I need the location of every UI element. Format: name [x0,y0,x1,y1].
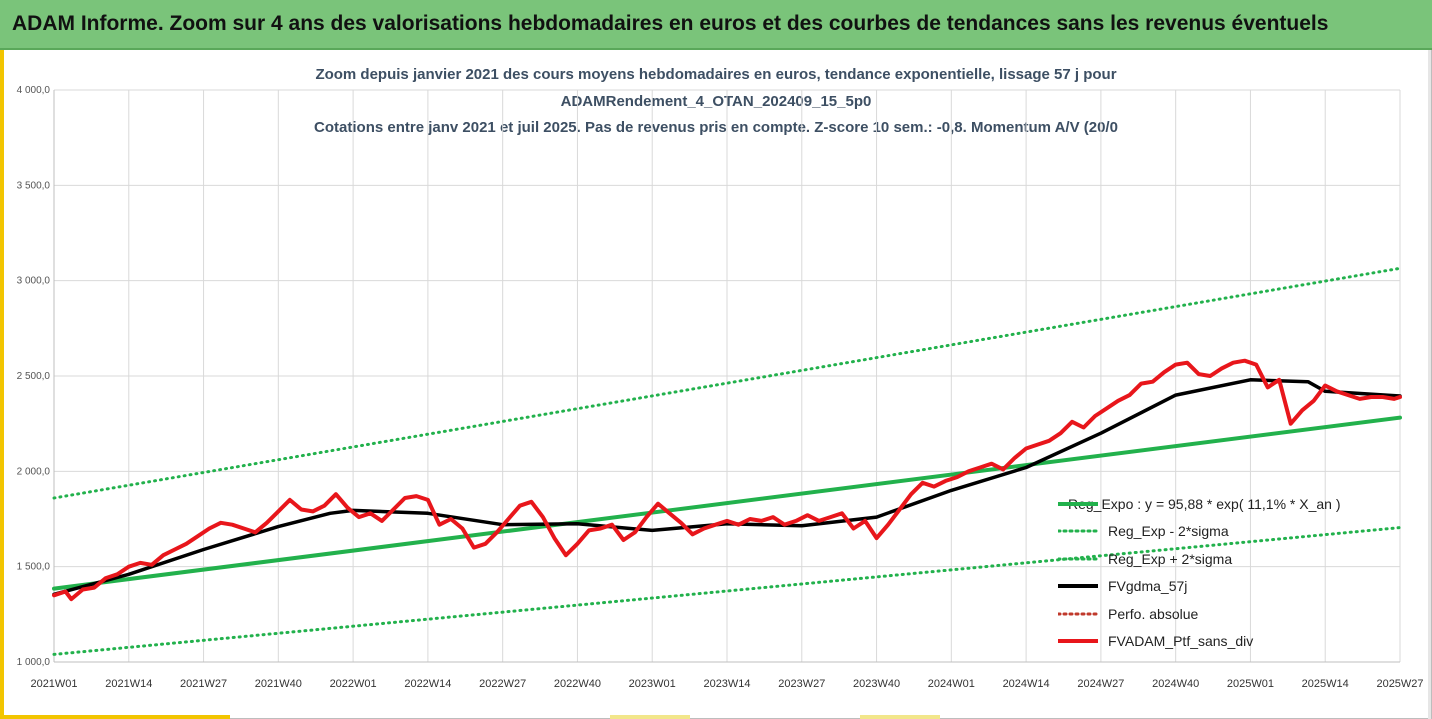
x-tick-label: 2025W27 [1376,678,1423,690]
legend-swatch-fvgdma [1058,581,1098,591]
report-header: ADAM Informe. Zoom sur 4 ans des valoris… [0,0,1432,50]
chart-title-line-3: Cotations entre janv 2021 et juil 2025. … [314,119,1118,136]
y-tick-label: 4 000,0 [17,85,51,96]
legend-item-fvgdma: FVgdma_57j [1058,573,1338,601]
series-line-reg-expo-y-95-88-exp-11-1-x-an [52,415,1402,591]
y-tick-label: 2 500,0 [17,371,51,382]
y-tick-label: 3 000,0 [17,276,51,287]
series-layer [52,266,1402,656]
left-accent-bar [0,50,4,719]
bottom-accent-bar-2 [610,715,690,719]
legend-swatch-fvadam [1058,636,1098,646]
x-tick-label: 2024W01 [928,678,975,690]
series-line-reg-exp-2-sigma [52,526,1402,656]
x-tick-label: 2023W14 [703,678,750,690]
legend-label-perfo-absolue: Perfo. absolue [1108,605,1199,622]
x-tick-label: 2021W01 [30,678,77,690]
legend-label-fvadam: FVADAM_Ptf_sans_div [1108,633,1254,650]
right-accent-bar [1428,50,1431,719]
x-tick-label: 2021W14 [105,678,152,690]
x-tick-label: 2024W40 [1152,678,1199,690]
legend-item-reg-exp-plus: Reg_Exp + 2*sigma [1058,545,1338,573]
x-tick-label: 2022W40 [554,678,601,690]
axis-layer: 1 000,0 1 500,0 2 000,0 2 500,0 3 000,0 3 500… [17,85,1424,690]
legend-item-reg-expo: Reg_Expo : y = 95,88 * exp( 11,1% * X_an… [1058,490,1341,518]
legend-item-perfo-absolue: Perfo. absolue [1058,600,1338,628]
x-tick-label: 2024W27 [1077,678,1124,690]
legend-label-reg-expo: Reg_Expo : y = 95,88 * exp( 11,1% * X_an… [1068,495,1341,512]
x-tick-label: 2025W01 [1227,678,1274,690]
report-title: ADAM Informe. Zoom sur 4 ans des valoris… [12,12,1329,35]
chart-legend: Reg_Expo : y = 95,88 * exp( 11,1% * X_an… [1058,490,1341,656]
x-tick-label: 2025W14 [1302,678,1349,690]
series-line-fvgdma-57j [52,378,1402,597]
y-tick-label: 1 500,0 [17,562,51,573]
y-tick-label: 3 500,0 [17,180,51,191]
legend-swatch-reg-exp-plus [1058,554,1098,564]
series-line-fvadam-ptf-sans-div [52,358,1402,602]
x-tick-label: 2024W14 [1003,678,1050,690]
legend-item-reg-exp-minus: Reg_Exp - 2*sigma [1058,518,1338,546]
y-tick-label: 1 000,0 [17,657,51,668]
x-tick-label: 2023W27 [778,678,825,690]
legend-swatch-perfo-absolue [1058,609,1098,619]
x-tick-label: 2023W01 [629,678,676,690]
x-tick-label: 2021W40 [255,678,302,690]
x-tick-label: 2023W40 [853,678,900,690]
x-tick-label: 2021W27 [180,678,227,690]
x-tick-label: 2022W27 [479,678,526,690]
legend-item-fvadam: FVADAM_Ptf_sans_div [1058,628,1338,656]
legend-swatch-reg-exp-minus [1058,526,1098,536]
bottom-accent-bar [0,715,230,719]
chart-title-line-2: ADAMRendement_4_OTAN_202409_15_5p0 [560,93,872,110]
chart-title-line-1: Zoom depuis janvier 2021 des cours moyen… [315,66,1117,83]
x-tick-label: 2022W01 [330,678,377,690]
x-tick-label: 2022W14 [404,678,451,690]
legend-label-fvgdma: FVgdma_57j [1108,578,1188,595]
legend-label-reg-exp-minus: Reg_Exp - 2*sigma [1108,523,1229,540]
y-tick-label: 2 000,0 [17,466,51,477]
legend-label-reg-exp-plus: Reg_Exp + 2*sigma [1108,550,1233,567]
bottom-accent-bar-3 [860,715,940,719]
series-line-reg-exp-2-sigma [52,266,1402,500]
